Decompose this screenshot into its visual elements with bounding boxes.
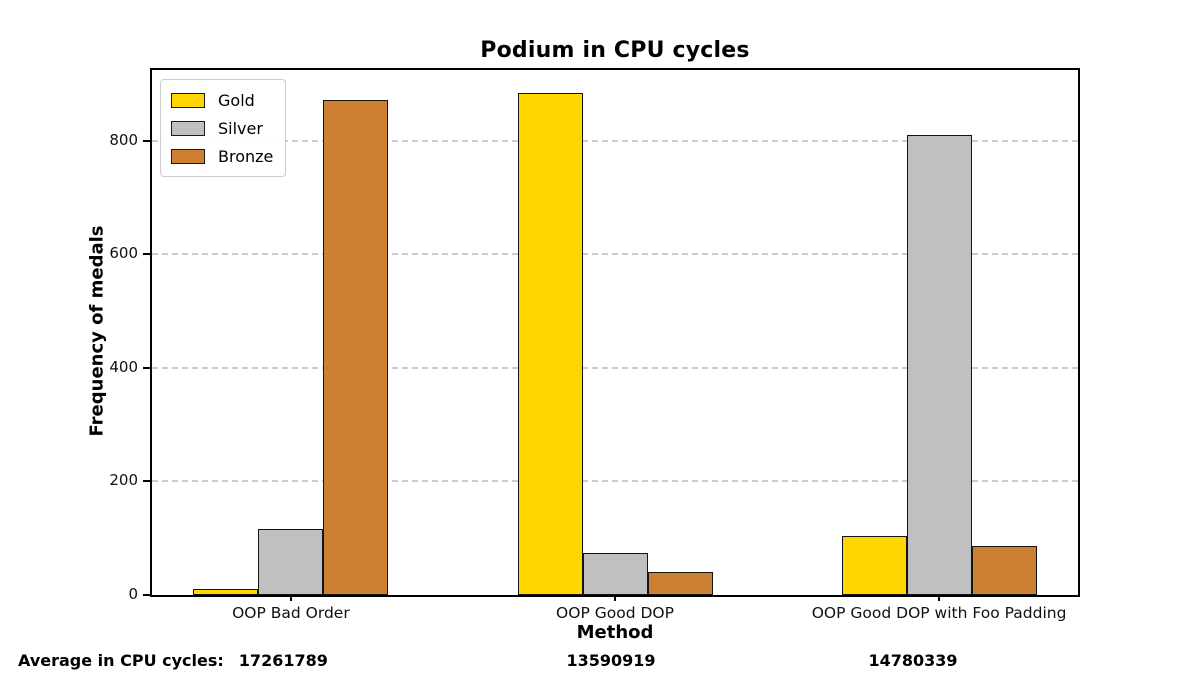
plot-area: Gold Silver Bronze 0 200 400 600 800 OOP Bad Or… (109, 68, 1080, 622)
average-annotation: Average in CPU cycles: 17261789 (18, 651, 328, 670)
bar-gold-group-2 (517, 92, 583, 595)
y-axis-tick-label-800: 800 (109, 130, 138, 149)
bar-bronze-group-2 (647, 571, 713, 595)
bar-silver-group-1 (258, 528, 324, 595)
bar-gold-group-3 (841, 535, 907, 595)
y-axis-tick-400 (143, 366, 150, 369)
legend-item-gold: Gold (171, 86, 273, 114)
y-axis-tick-label-0: 0 (128, 585, 138, 603)
average-value-3: 14780339 (868, 651, 958, 670)
y-axis-tick-600 (143, 253, 150, 256)
bar-bronze-group-1 (323, 99, 389, 595)
bar-silver-group-2 (582, 553, 648, 595)
legend-swatch-bronze (171, 148, 205, 164)
y-axis-tick-label-400: 400 (109, 357, 138, 376)
gridline-200 (152, 480, 1078, 483)
chart-title: Podium in CPU cycles (480, 38, 750, 63)
average-label: Average in CPU cycles: (18, 651, 224, 670)
y-axis-tick-label-600: 600 (109, 244, 138, 263)
x-axis-tick-label-3: OOP Good DOP with Foo Padding (811, 604, 1067, 622)
y-axis-tick-200 (143, 480, 150, 483)
bar-silver-group-3 (906, 135, 972, 595)
gridline-400 (152, 366, 1078, 369)
x-axis-tick-3 (938, 595, 941, 601)
x-axis-tick-1 (289, 595, 292, 601)
gridline-600 (152, 253, 1078, 256)
average-value-1: 17261789 (238, 651, 328, 670)
x-axis-tick-2 (614, 595, 616, 601)
legend-item-bronze: Bronze (171, 142, 273, 170)
legend: Gold Silver Bronze (160, 79, 287, 177)
legend-label-bronze: Bronze (218, 146, 274, 166)
legend-label-gold: Gold (218, 90, 255, 110)
legend-item-silver: Silver (171, 114, 273, 142)
average-value-2: 13590919 (566, 651, 656, 670)
bar-gold-group-1 (193, 589, 259, 595)
x-axis-label: Method (576, 622, 654, 643)
x-axis-tick-label-2: OOP Good DOP (556, 604, 674, 622)
bar-bronze-group-3 (971, 546, 1037, 595)
y-axis-tick-label-200: 200 (109, 471, 138, 490)
gridline-800 (152, 139, 1078, 142)
y-axis-tick-800 (143, 139, 150, 142)
legend-swatch-silver (171, 120, 205, 136)
legend-swatch-gold (171, 92, 205, 108)
legend-label-silver: Silver (218, 118, 263, 138)
x-axis-tick-label-1: OOP Bad Order (232, 604, 350, 622)
y-axis-tick-0 (143, 594, 150, 596)
